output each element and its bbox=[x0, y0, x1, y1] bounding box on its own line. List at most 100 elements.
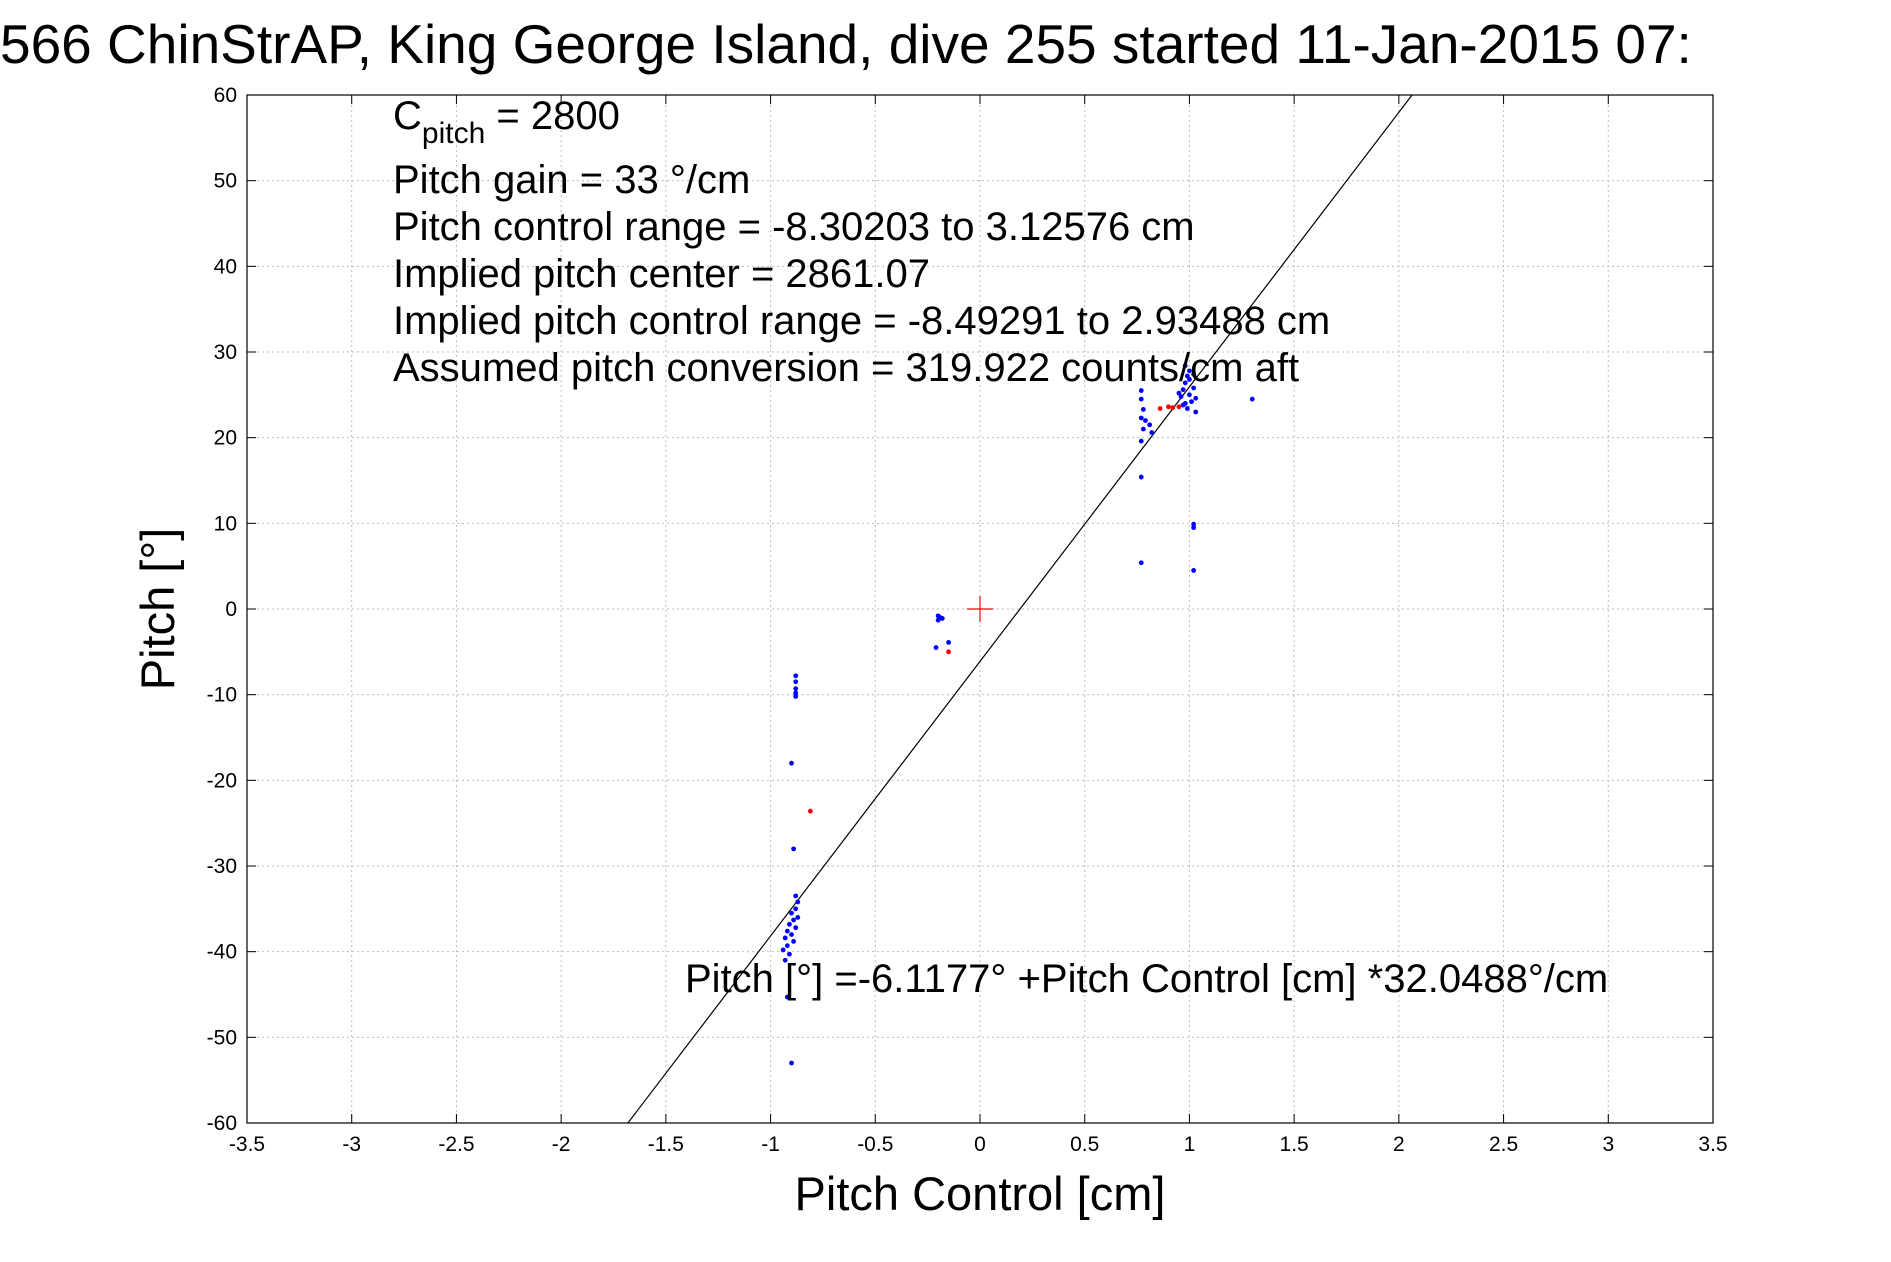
data-point bbox=[1187, 377, 1192, 382]
y-tick-label: 50 bbox=[214, 170, 237, 193]
data-point bbox=[787, 921, 792, 927]
x-tick-labels: -3.5 -3 -2.5 -2 -1.5 -1 -0.5 0 0.5 1 1.5 2 2.5 3 3.5 bbox=[229, 1133, 1728, 1156]
data-point bbox=[1157, 406, 1163, 411]
data-point bbox=[784, 943, 790, 949]
data-point bbox=[784, 994, 790, 1000]
y-tick-label: 30 bbox=[214, 341, 237, 364]
fit-line-path bbox=[627, 94, 1413, 1124]
x-tick-label: -2 bbox=[552, 1133, 571, 1156]
data-point bbox=[946, 640, 951, 645]
data-point bbox=[1182, 363, 1188, 369]
data-point bbox=[1140, 406, 1146, 412]
data-points bbox=[780, 363, 1255, 1066]
data-point bbox=[1182, 380, 1188, 386]
conversion-annotation: Assumed pitch conversion = 319.922 count… bbox=[393, 346, 1299, 390]
data-point bbox=[1138, 396, 1144, 402]
x-tick-label: 1.5 bbox=[1280, 1133, 1309, 1156]
y-tick-label: -40 bbox=[207, 941, 237, 964]
c-pitch-subscript: pitch bbox=[422, 117, 485, 150]
y-tick-label: 0 bbox=[225, 598, 237, 621]
data-point bbox=[807, 808, 813, 814]
data-point bbox=[1138, 438, 1144, 444]
data-point bbox=[793, 673, 799, 679]
x-tick-label: 0 bbox=[974, 1133, 986, 1156]
fit-line bbox=[627, 94, 1413, 1124]
data-point bbox=[1184, 406, 1190, 411]
x-tick-label: -2.5 bbox=[438, 1133, 474, 1156]
data-point bbox=[793, 693, 799, 699]
y-tick-label: -50 bbox=[207, 1026, 237, 1049]
data-point bbox=[793, 893, 799, 899]
c-pitch-main: C bbox=[393, 94, 422, 138]
data-point bbox=[795, 915, 801, 920]
data-point bbox=[789, 760, 794, 766]
data-point bbox=[791, 846, 797, 852]
data-point bbox=[946, 649, 951, 655]
data-point bbox=[1191, 385, 1197, 391]
data-point bbox=[1187, 392, 1192, 398]
data-point bbox=[1143, 418, 1148, 423]
data-point bbox=[1193, 409, 1199, 415]
x-axis-label: Pitch Control [cm] bbox=[795, 1167, 1166, 1220]
chart-title: 566 ChinStrAP, King George Island, dive … bbox=[0, 13, 1692, 75]
data-point bbox=[1149, 430, 1155, 435]
y-axis-label: Pitch [°] bbox=[131, 528, 184, 690]
data-point bbox=[784, 928, 790, 934]
data-point bbox=[1191, 521, 1197, 527]
data-point bbox=[1193, 395, 1199, 401]
data-point bbox=[789, 910, 794, 916]
data-point bbox=[793, 679, 799, 685]
x-tick-label: -1 bbox=[761, 1133, 780, 1156]
data-point bbox=[1166, 404, 1171, 410]
data-point bbox=[1176, 390, 1182, 396]
data-point bbox=[793, 925, 799, 931]
grid-lines bbox=[247, 95, 1713, 1123]
data-point bbox=[791, 917, 797, 923]
data-point bbox=[789, 932, 794, 937]
x-tick-label: 2 bbox=[1393, 1133, 1405, 1156]
implied-range-annotation: Implied pitch control range = -8.49291 t… bbox=[393, 299, 1330, 343]
data-point bbox=[780, 947, 786, 953]
data-point bbox=[782, 935, 788, 941]
data-point bbox=[1189, 399, 1194, 405]
y-tick-label: 60 bbox=[214, 84, 237, 107]
data-point bbox=[1180, 402, 1186, 408]
data-point bbox=[933, 645, 939, 650]
data-point bbox=[1187, 368, 1192, 374]
data-point bbox=[793, 690, 799, 696]
x-tick-label: 3.5 bbox=[1698, 1133, 1727, 1156]
c-pitch-annotation: Cpitch = 2800 bbox=[393, 94, 620, 150]
data-point bbox=[787, 951, 792, 957]
data-point bbox=[789, 1060, 794, 1066]
y-tick-label: -30 bbox=[207, 855, 237, 878]
data-point bbox=[1170, 405, 1176, 411]
data-point bbox=[1191, 568, 1197, 573]
y-tick-label: -20 bbox=[207, 769, 237, 792]
data-point bbox=[1138, 415, 1144, 421]
data-point bbox=[1249, 396, 1255, 402]
x-tick-label: -0.5 bbox=[857, 1133, 893, 1156]
data-point bbox=[1138, 560, 1144, 566]
c-pitch-value: = 2800 bbox=[485, 94, 620, 138]
data-point bbox=[935, 617, 941, 623]
data-point bbox=[782, 957, 788, 963]
pitch-gain-annotation: Pitch gain = 33 °/cm bbox=[393, 158, 750, 202]
x-tick-label: 2.5 bbox=[1489, 1133, 1518, 1156]
data-point bbox=[1191, 525, 1197, 531]
data-point bbox=[1176, 404, 1182, 410]
data-point bbox=[1180, 387, 1186, 393]
data-point bbox=[793, 906, 799, 912]
data-point bbox=[1191, 371, 1197, 377]
x-tick-label: 3 bbox=[1602, 1133, 1614, 1156]
data-point bbox=[939, 616, 945, 621]
axis-ticks bbox=[246, 94, 1714, 1124]
control-range-annotation: Pitch control range = -8.30203 to 3.1257… bbox=[393, 205, 1195, 249]
data-point bbox=[795, 899, 801, 905]
y-tick-label: 20 bbox=[214, 427, 237, 450]
y-tick-label: 10 bbox=[214, 512, 237, 535]
x-tick-label: 0.5 bbox=[1070, 1133, 1099, 1156]
fit-equation-annotation: Pitch [°] =-6.1177° +Pitch Control [cm] … bbox=[685, 957, 1608, 1001]
data-point bbox=[793, 686, 799, 692]
y-tick-label: 40 bbox=[214, 255, 237, 278]
implied-center-annotation: Implied pitch center = 2861.07 bbox=[393, 252, 930, 296]
